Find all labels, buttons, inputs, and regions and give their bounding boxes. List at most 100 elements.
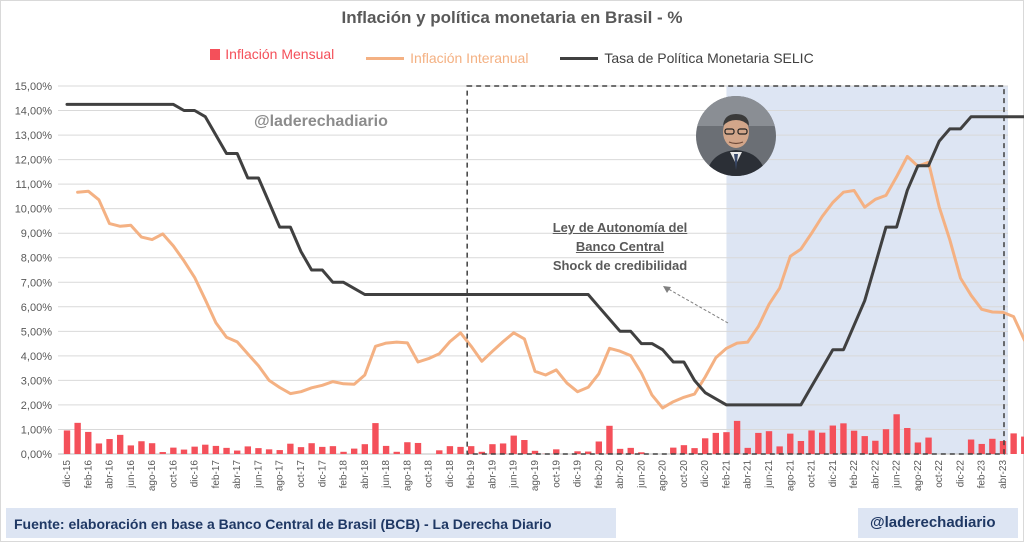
watermark-handle: @laderechadiario — [254, 113, 388, 130]
bar — [691, 448, 698, 454]
x-tick-label: dic-22 — [955, 460, 966, 488]
x-tick-label: abr-20 — [615, 460, 626, 489]
bar — [797, 440, 805, 454]
bar — [584, 451, 592, 454]
x-tick-label: oct-22 — [934, 460, 945, 488]
line-selic — [65, 102, 1024, 407]
bar — [180, 449, 188, 454]
bar — [393, 451, 400, 454]
legend-swatch-yoy — [366, 56, 405, 60]
bar — [1021, 436, 1024, 454]
bar — [904, 427, 911, 454]
bar — [574, 451, 581, 454]
x-tick-label: dic-16 — [190, 460, 201, 488]
bar — [723, 432, 730, 454]
x-tick-label: oct-19 — [551, 460, 562, 488]
bar — [265, 449, 273, 454]
x-tick-label: jun-19 — [509, 460, 520, 489]
x-tick-label: ago-20 — [658, 460, 669, 492]
x-tick-label: feb-22 — [849, 460, 860, 489]
x-tick-label: feb-17 — [211, 460, 222, 489]
bar — [999, 440, 1007, 454]
bar — [202, 444, 209, 454]
bar — [840, 423, 847, 454]
bar — [212, 445, 220, 454]
y-tick-label: 9,00% — [21, 228, 52, 240]
annotation-line-3: Shock de credibilidad — [552, 258, 688, 273]
annotation-line-1: Ley de Autonomía del — [552, 220, 688, 235]
chart-title: Inflación y política monetaria en Brasil… — [341, 8, 683, 27]
bar — [414, 442, 422, 454]
bar — [989, 438, 996, 454]
bar — [404, 442, 411, 454]
bar — [255, 448, 262, 454]
bar — [372, 423, 379, 454]
bar — [233, 450, 241, 454]
bar — [308, 443, 315, 454]
bar — [638, 452, 645, 454]
bar — [319, 446, 326, 454]
y-tick-label: 1,00% — [21, 424, 52, 436]
bar — [914, 442, 922, 454]
bar — [467, 446, 475, 454]
y-tick-label: 10,00% — [15, 204, 53, 216]
bar — [350, 448, 358, 454]
legend-label-selic: Tasa de Política Monetaria SELIC — [604, 50, 814, 66]
x-tick-label: ago-19 — [530, 460, 541, 492]
annotation-arrow — [662, 285, 729, 324]
bar — [925, 437, 932, 454]
legend-swatch-monthly — [210, 48, 221, 60]
bar — [670, 447, 677, 454]
bar — [744, 447, 751, 454]
x-tick-label: ago-16 — [147, 460, 158, 492]
y-tick-label: 15,00% — [15, 81, 53, 93]
x-tick-label: feb-18 — [339, 460, 350, 489]
bar — [85, 431, 92, 454]
bar — [340, 451, 347, 454]
x-tick-label: dic-17 — [317, 460, 328, 488]
x-tick-label: oct-17 — [296, 460, 307, 488]
x-tick-label: abr-21 — [743, 460, 754, 489]
bar — [329, 446, 337, 454]
line-yoy-inflation — [76, 154, 1024, 410]
annotation-arrowhead — [663, 286, 671, 293]
bar — [531, 450, 539, 454]
y-tick-label: 7,00% — [21, 277, 52, 289]
x-tick-label: ago-17 — [275, 460, 286, 492]
x-tick-label: jun-21 — [764, 460, 775, 489]
bar — [553, 449, 560, 454]
x-tick-label: jun-22 — [892, 460, 903, 489]
x-tick-label: feb-20 — [594, 460, 605, 489]
y-tick-label: 2,00% — [21, 400, 52, 412]
x-tick-label: dic-15 — [62, 460, 73, 488]
y-tick-label: 3,00% — [21, 375, 52, 387]
bar — [616, 448, 624, 454]
legend: Inflación Mensual Inflación Interanual T… — [0, 46, 1024, 66]
bar — [457, 446, 464, 454]
bar — [436, 450, 443, 454]
bar — [595, 441, 603, 454]
legend-label-yoy: Inflación Interanual — [410, 50, 529, 66]
bar — [510, 435, 517, 454]
x-tick-label: abr-19 — [487, 460, 498, 489]
x-tick-label: abr-16 — [105, 460, 116, 489]
dashed-box — [466, 85, 1005, 455]
bar — [138, 441, 145, 454]
bar — [680, 445, 688, 454]
bar — [765, 431, 773, 454]
bar — [127, 445, 135, 454]
bar — [861, 436, 868, 454]
bar — [967, 439, 975, 454]
bar — [106, 439, 113, 454]
x-tick-label: jun-16 — [126, 460, 137, 489]
bar — [701, 438, 709, 454]
x-tick-label: feb-16 — [83, 460, 94, 489]
y-tick-label: 8,00% — [21, 253, 52, 265]
x-tick-label: abr-17 — [232, 460, 243, 489]
bar — [244, 446, 252, 454]
bar — [116, 434, 124, 454]
bar — [489, 444, 496, 454]
bar — [74, 422, 81, 454]
x-tick-label: abr-23 — [998, 460, 1009, 489]
bar — [829, 425, 837, 454]
